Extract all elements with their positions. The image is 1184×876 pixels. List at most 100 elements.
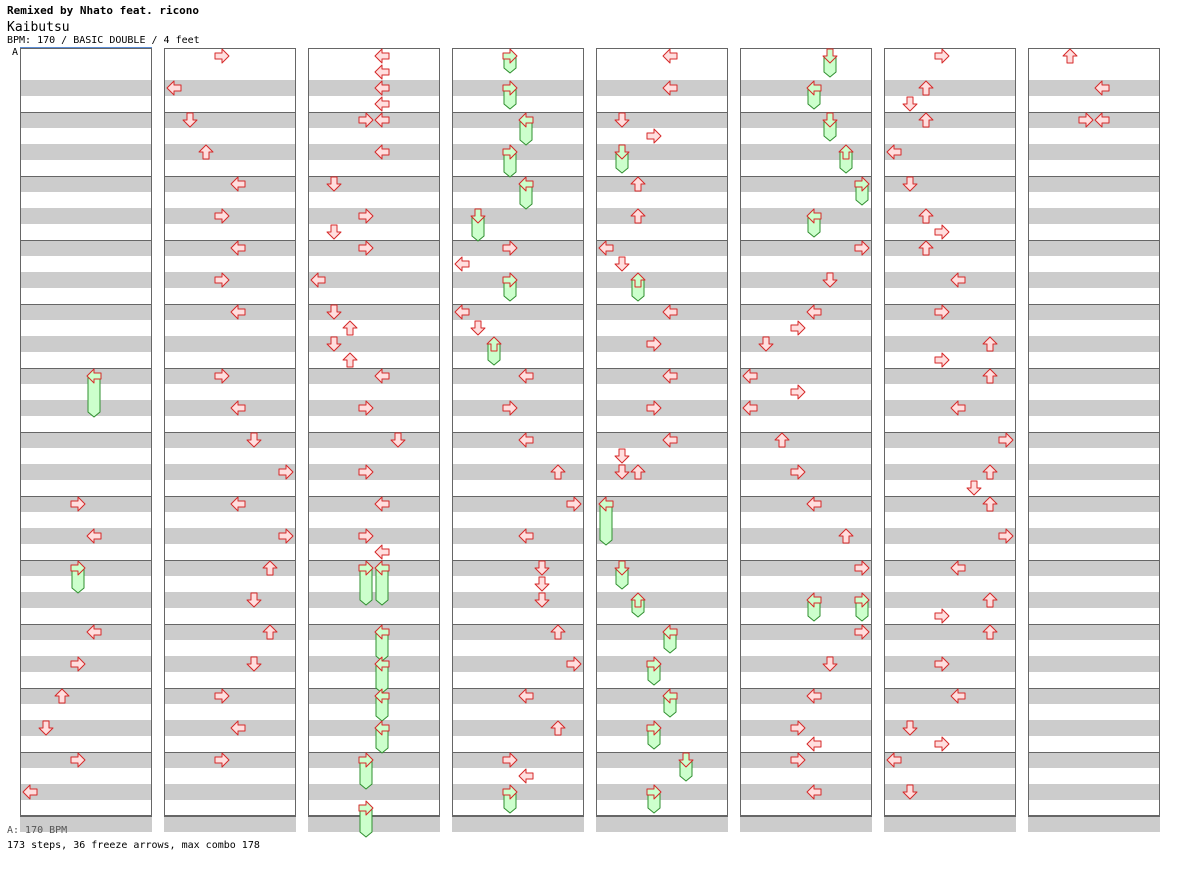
freeze-up-arrow-icon [838, 144, 854, 174]
arrow-head [374, 368, 390, 384]
beat-stripe [164, 240, 296, 256]
down-arrow-icon [534, 592, 550, 608]
freeze-left-arrow-icon [374, 688, 390, 722]
beat-stripe [884, 112, 1016, 128]
bpm-change-line [20, 47, 152, 48]
arrow-head [742, 368, 758, 384]
beat-stripe [452, 784, 584, 800]
beat-stripe [164, 400, 296, 416]
chart-column-svg [452, 48, 584, 832]
arrow-head [518, 112, 534, 128]
up-arrow-icon [982, 624, 998, 640]
right-arrow-icon [934, 608, 950, 624]
beat-stripe [164, 432, 296, 448]
arrow-head [806, 688, 822, 704]
left-arrow-icon [230, 400, 246, 416]
arrow-head [982, 464, 998, 480]
beat-stripe [1028, 688, 1160, 704]
arrow-head [678, 752, 694, 768]
arrow-head [214, 272, 230, 288]
right-arrow-icon [998, 432, 1014, 448]
beat-stripe [596, 144, 728, 160]
beat-stripe [740, 176, 872, 192]
up-arrow-icon [982, 464, 998, 480]
arrow-head [502, 240, 518, 256]
right-arrow-icon [214, 208, 230, 224]
beat-stripe [20, 144, 152, 160]
beat-stripe [308, 272, 440, 288]
left-arrow-icon [806, 688, 822, 704]
right-arrow-icon [854, 624, 870, 640]
beat-stripe [884, 272, 1016, 288]
arrow-head [790, 720, 806, 736]
down-arrow-icon [38, 720, 54, 736]
left-arrow-icon [374, 144, 390, 160]
chart-column-7 [884, 48, 1016, 832]
arrow-head [982, 496, 998, 512]
arrow-head [214, 688, 230, 704]
arrow-head [374, 144, 390, 160]
beat-stripe [884, 784, 1016, 800]
right-arrow-icon [646, 128, 662, 144]
beat-stripe [308, 432, 440, 448]
freeze-right-arrow-icon [854, 176, 870, 206]
beat-stripe [308, 176, 440, 192]
arrow-head [902, 96, 918, 112]
beat-stripe [20, 752, 152, 768]
up-arrow-icon [550, 720, 566, 736]
beat-stripe [452, 496, 584, 512]
beat-stripe [1028, 144, 1160, 160]
freeze-left-arrow-icon [662, 688, 678, 718]
arrow-head [54, 688, 70, 704]
beat-stripe [884, 656, 1016, 672]
beat-stripe [452, 624, 584, 640]
beat-stripe [1028, 112, 1160, 128]
beat-stripe [452, 752, 584, 768]
beat-stripe [596, 688, 728, 704]
beat-stripe [740, 688, 872, 704]
beat-stripe [884, 400, 1016, 416]
arrow-head [374, 496, 390, 512]
beat-stripe [596, 624, 728, 640]
arrow-head [342, 352, 358, 368]
left-arrow-icon [230, 240, 246, 256]
beat-stripe [596, 336, 728, 352]
freeze-right-arrow-icon [358, 800, 374, 838]
beat-stripe [452, 528, 584, 544]
arrow-head [214, 208, 230, 224]
beat-stripe [20, 624, 152, 640]
arrow-head [390, 432, 406, 448]
up-arrow-icon [54, 688, 70, 704]
freeze-right-arrow-icon [502, 144, 518, 178]
arrow-head [822, 656, 838, 672]
down-arrow-icon [390, 432, 406, 448]
chart-column-svg [596, 48, 728, 832]
left-arrow-icon [1094, 80, 1110, 96]
chart-column-svg [20, 48, 152, 832]
arrow-head [646, 784, 662, 800]
arrow-head [918, 80, 934, 96]
beat-stripe [164, 560, 296, 576]
arrow-head [214, 368, 230, 384]
beat-stripe [1028, 432, 1160, 448]
beat-stripe [452, 592, 584, 608]
beat-stripe [20, 432, 152, 448]
down-arrow-icon [326, 336, 342, 352]
down-arrow-icon [902, 96, 918, 112]
beat-stripe [20, 720, 152, 736]
beat-stripe [596, 400, 728, 416]
up-arrow-icon [198, 144, 214, 160]
freeze-right-arrow-icon [646, 720, 662, 750]
arrow-head [358, 240, 374, 256]
freeze-left-arrow-icon [86, 368, 102, 418]
freeze-left-arrow-icon [374, 656, 390, 694]
beat-stripe [308, 528, 440, 544]
beat-stripe [452, 368, 584, 384]
beat-stripe [164, 80, 296, 96]
beat-stripe [164, 656, 296, 672]
arrow-head [326, 224, 342, 240]
column-frame [164, 48, 296, 816]
beat-stripe [884, 624, 1016, 640]
freeze-left-arrow-icon [806, 592, 822, 622]
arrow-head [630, 464, 646, 480]
